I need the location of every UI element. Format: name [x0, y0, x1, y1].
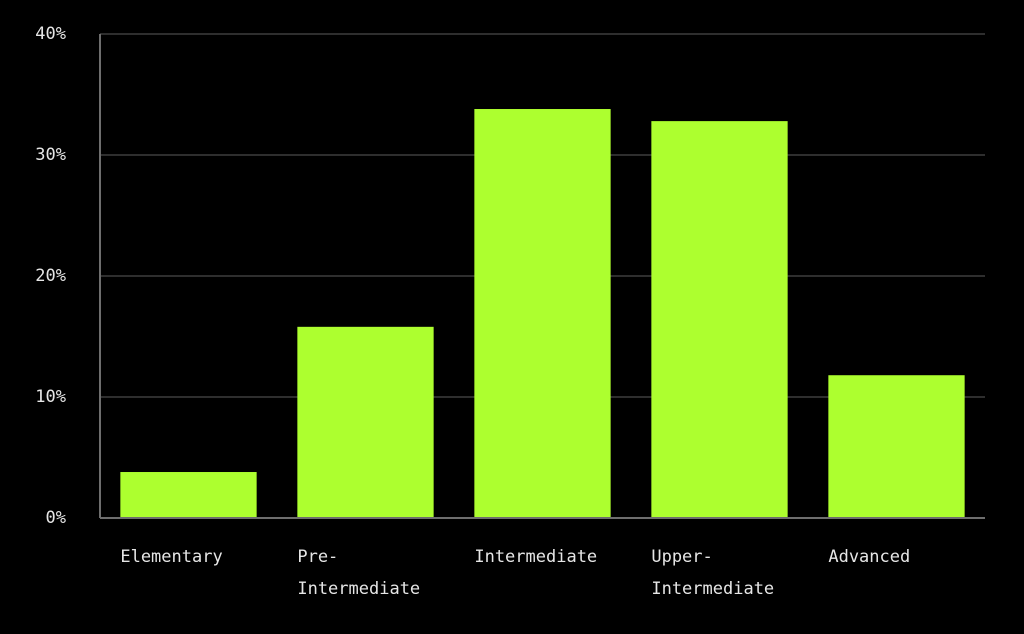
x-category-label-line: Intermediate	[297, 579, 420, 599]
bar	[120, 472, 257, 518]
bar	[297, 326, 434, 518]
y-tick-label: 0%	[46, 508, 66, 528]
x-category-label: Upper- Intermediate	[651, 547, 774, 599]
y-tick-label: 10%	[35, 387, 66, 407]
x-category-label: Intermediate	[474, 547, 597, 567]
y-tick-label: 20%	[35, 266, 66, 286]
x-category-label: Advanced	[828, 547, 910, 567]
y-tick-label: 30%	[35, 145, 66, 165]
x-category-label-line: Pre-	[297, 547, 338, 567]
x-category-label-line: Advanced	[828, 547, 910, 567]
x-category-label-line: Intermediate	[474, 547, 597, 567]
bar	[474, 109, 611, 519]
x-category-label: Elementary	[120, 547, 222, 567]
bar	[828, 375, 965, 518]
y-axis-tick-labels: 0% 10% 20% 30% 40%	[35, 24, 66, 528]
y-tick-label: 40%	[35, 24, 66, 44]
bars	[120, 109, 965, 519]
axes	[99, 34, 985, 519]
x-category-label-line: Upper-	[651, 547, 712, 567]
x-category-label-line: Elementary	[120, 547, 222, 567]
x-category-label: Pre- Intermediate	[297, 547, 420, 599]
x-category-label-line: Intermediate	[651, 579, 774, 599]
bar	[651, 121, 788, 519]
